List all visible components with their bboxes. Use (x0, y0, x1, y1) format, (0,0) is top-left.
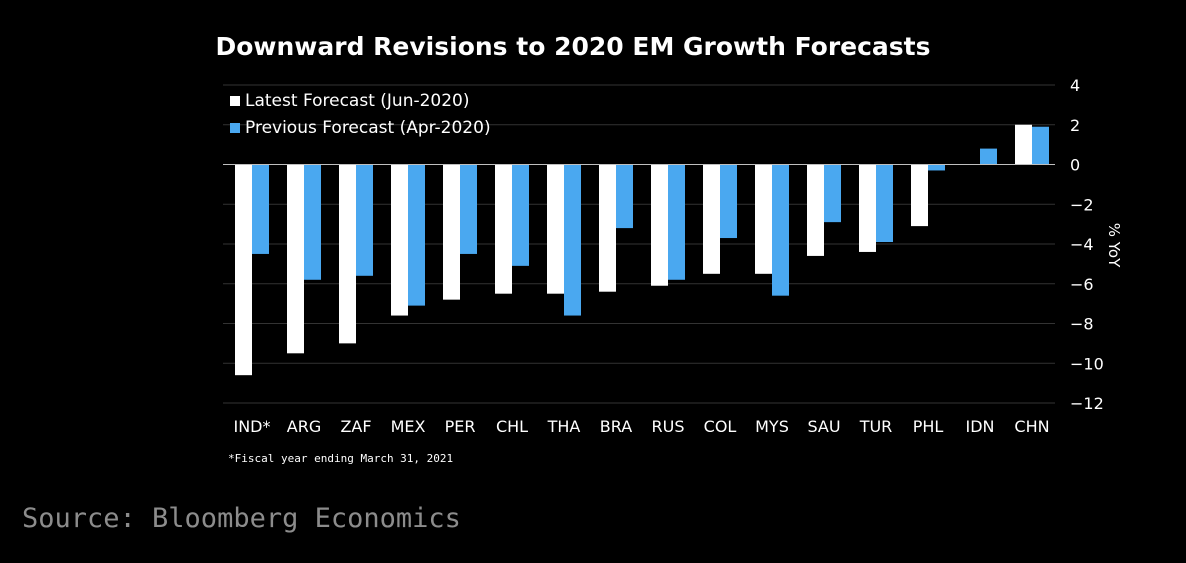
bar-latest (1015, 124, 1032, 165)
bar-previous (304, 164, 321, 280)
y-tick-label: 2 (1070, 116, 1080, 135)
bar-latest (287, 164, 304, 354)
bar-previous (980, 148, 997, 165)
chart-title: Downward Revisions to 2020 EM Growth For… (215, 32, 931, 61)
bar-latest (495, 164, 512, 294)
bar-latest (755, 164, 772, 274)
y-axis-label: % YoY (1105, 223, 1123, 268)
bar-previous (668, 164, 685, 280)
legend-item-latest: Latest Forecast (Jun-2020) (230, 87, 491, 114)
x-tick-label: CHN (1014, 417, 1049, 436)
bar-previous (460, 164, 477, 254)
bar-previous (928, 164, 945, 171)
y-tick-label: −6 (1070, 275, 1094, 294)
bar-latest (859, 164, 876, 252)
x-tick-label: RUS (652, 417, 685, 436)
legend: Latest Forecast (Jun-2020) Previous Fore… (230, 87, 491, 141)
y-tick-label: 4 (1070, 76, 1080, 95)
x-tick-label: ZAF (340, 417, 371, 436)
bar-previous (772, 164, 789, 296)
x-tick-label: TUR (859, 417, 893, 436)
y-tick-label: 0 (1070, 156, 1080, 175)
legend-swatch-previous (230, 122, 240, 133)
x-tick-label: PHL (913, 417, 944, 436)
bar-previous (824, 164, 841, 223)
bar-latest (443, 164, 460, 300)
x-tick-label: THA (547, 417, 581, 436)
x-tick-label: CHL (496, 417, 528, 436)
legend-label-previous: Previous Forecast (Apr-2020) (245, 117, 491, 138)
x-tick-label: PER (445, 417, 476, 436)
legend-item-previous: Previous Forecast (Apr-2020) (230, 114, 491, 141)
bar-previous (512, 164, 529, 266)
bar-latest (599, 164, 616, 292)
y-tick-label: −4 (1070, 235, 1094, 254)
bar-previous (720, 164, 737, 239)
x-tick-label: MYS (755, 417, 789, 436)
source-credit: Source: Bloomberg Economics (22, 503, 461, 534)
x-tick-label: ARG (287, 417, 321, 436)
x-tick-label: MEX (391, 417, 426, 436)
y-tick-label: −2 (1070, 195, 1094, 214)
bar-previous (876, 164, 893, 243)
bar-latest (547, 164, 564, 294)
y-tick-label: −10 (1070, 354, 1104, 373)
footnote: *Fiscal year ending March 31, 2021 (228, 452, 454, 465)
bar-previous (408, 164, 425, 306)
bar-previous (1032, 126, 1049, 165)
bar-previous (616, 164, 633, 229)
legend-swatch-latest (230, 95, 240, 106)
bar-latest (703, 164, 720, 274)
bar-latest (339, 164, 356, 344)
x-tick-label: BRA (600, 417, 632, 436)
bar-previous (564, 164, 581, 316)
bar-latest (807, 164, 824, 256)
x-tick-label: SAU (807, 417, 840, 436)
bar-latest (651, 164, 668, 286)
bar-latest (911, 164, 928, 227)
bar-previous (356, 164, 373, 276)
bar-latest (235, 164, 252, 376)
x-tick-label: COL (704, 417, 737, 436)
x-tick-label: IDN (965, 417, 994, 436)
x-tick-label: IND* (233, 417, 270, 436)
bar-latest (391, 164, 408, 316)
y-tick-label: −8 (1070, 315, 1094, 334)
y-tick-label: −12 (1070, 394, 1104, 413)
bar-previous (252, 164, 269, 254)
legend-label-latest: Latest Forecast (Jun-2020) (245, 90, 470, 111)
